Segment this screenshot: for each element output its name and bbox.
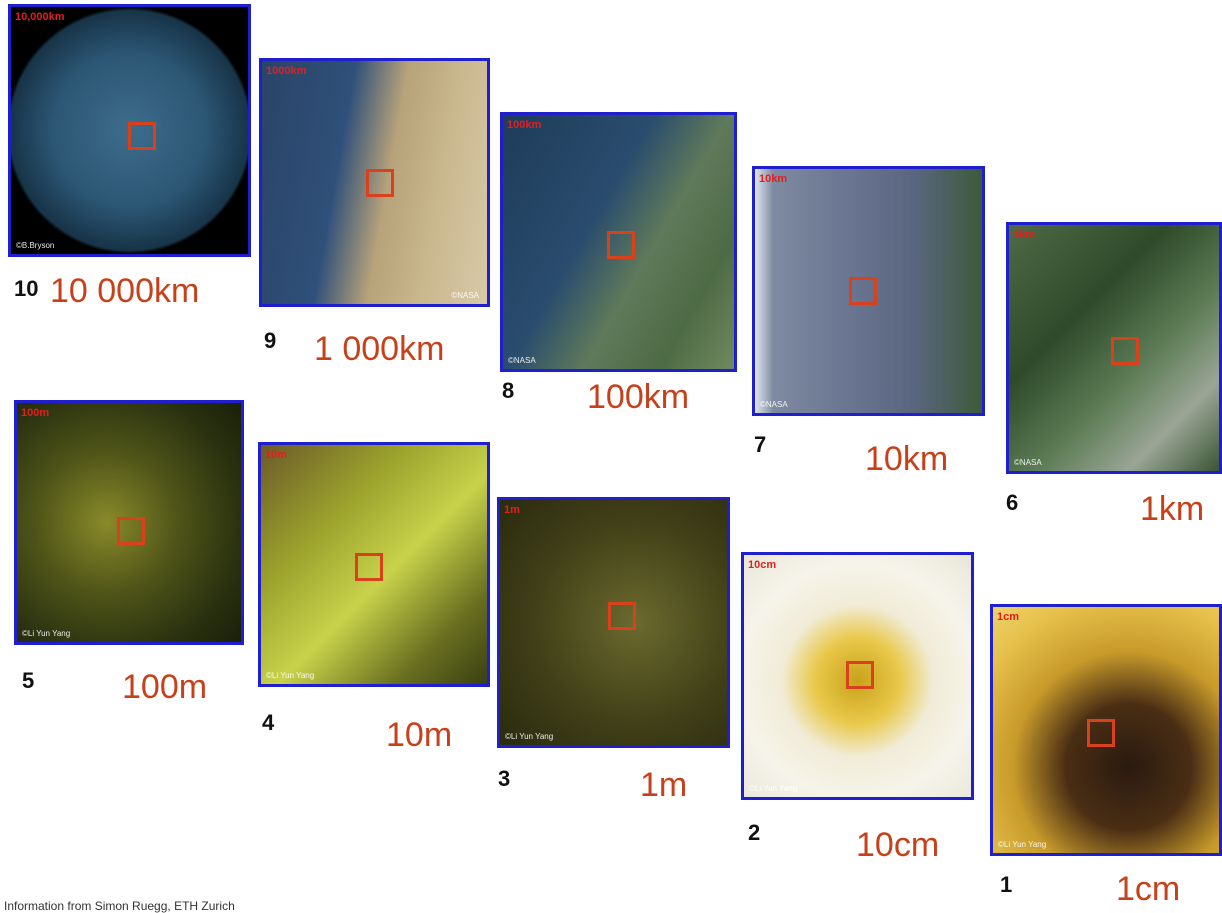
scale-tag: 10,000km	[15, 11, 65, 23]
panel-number: 10	[14, 276, 39, 301]
credit: ©Li Yun Yang	[749, 784, 798, 793]
zoom-marker	[608, 602, 636, 630]
image-10cm: 10cm ©Li Yun Yang	[741, 552, 974, 800]
zoom-marker	[1111, 337, 1139, 365]
zoom-marker	[355, 553, 383, 581]
scale-tag: 1cm	[997, 611, 1020, 623]
zoom-marker	[128, 122, 156, 150]
image-1m: 1m ©Li Yun Yang	[497, 497, 730, 748]
scale-label: 1 000km	[314, 330, 445, 368]
panel-number: 8	[502, 378, 515, 403]
scale-tag: 100km	[507, 119, 542, 131]
credit: ©Li Yun Yang	[266, 671, 315, 680]
panel-number: 6	[1006, 490, 1019, 515]
zoom-marker	[849, 277, 877, 305]
panel-number: 2	[748, 820, 761, 845]
scale-tag: 10cm	[748, 559, 777, 571]
credit: ©B.Bryson	[16, 241, 55, 250]
credit: ©NASA	[760, 400, 788, 409]
scale-label: 10cm	[856, 826, 940, 864]
zoom-marker	[366, 169, 394, 197]
scale-tag: 100m	[21, 407, 50, 419]
panel-number: 7	[754, 432, 767, 457]
scale-label: 100km	[587, 378, 690, 416]
scale-label: 1m	[640, 766, 688, 804]
panel-number: 4	[262, 710, 275, 735]
scale-label: 10km	[865, 440, 949, 478]
credit: ©NASA	[508, 356, 536, 365]
panel-number: 5	[22, 668, 35, 693]
scale-tag: 1m	[504, 504, 520, 516]
scale-tag: 1km	[1013, 229, 1036, 241]
scale-label: 10m	[386, 716, 453, 754]
image-10m: 10m ©Li Yun Yang	[258, 442, 490, 687]
credit: ©Li Yun Yang	[22, 629, 71, 638]
image-100m: 100m ©Li Yun Yang	[14, 400, 244, 645]
credit: ©Li Yun Yang	[998, 840, 1047, 849]
scale-label: 1km	[1140, 490, 1205, 528]
scale-label: 1cm	[1116, 870, 1181, 908]
zoom-marker	[117, 517, 145, 545]
source-caption: Information from Simon Ruegg, ETH Zurich	[4, 899, 235, 913]
image-10km: 10km ©NASA	[752, 166, 985, 416]
image-1cm: 1cm ©Li Yun Yang	[990, 604, 1222, 856]
scale-label: 10 000km	[50, 272, 200, 310]
credit: ©NASA	[451, 291, 479, 300]
scale-tag: 10m	[265, 449, 288, 461]
panel-number: 9	[264, 328, 277, 353]
credit: ©Li Yun Yang	[505, 732, 554, 741]
panel-number: 1	[1000, 872, 1013, 897]
panel-number: 3	[498, 766, 511, 791]
scale-tag: 1000km	[266, 65, 307, 77]
zoom-marker	[846, 661, 874, 689]
image-1000km: 1000km ©NASA	[259, 58, 490, 307]
image-1km: 1km ©NASA	[1006, 222, 1222, 474]
scale-label: 100m	[122, 668, 208, 706]
scale-tag: 10km	[759, 173, 788, 185]
zoom-marker	[1087, 719, 1115, 747]
credit: ©NASA	[1014, 458, 1042, 467]
zoom-marker	[607, 231, 635, 259]
image-100km: 100km ©NASA	[500, 112, 737, 372]
image-10000km: 10,000km ©B.Bryson	[8, 4, 251, 257]
